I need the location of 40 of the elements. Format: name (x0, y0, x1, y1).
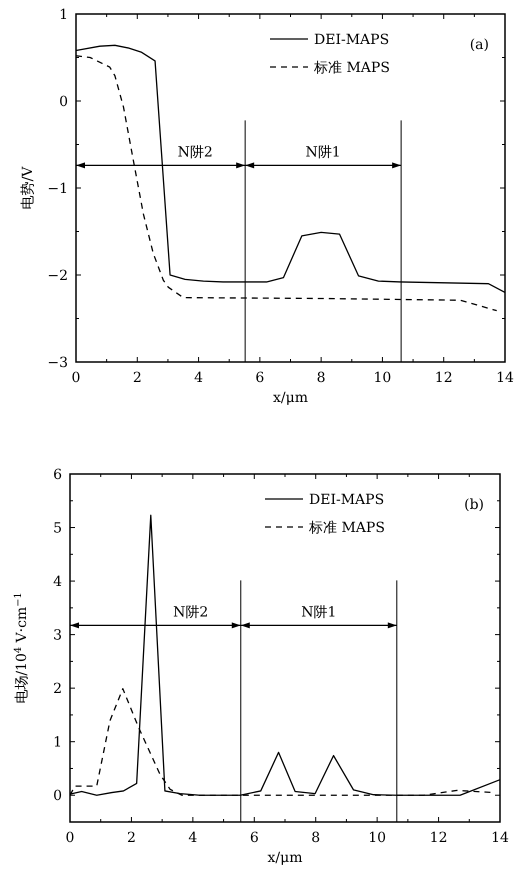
annotation: N阱1 (301, 604, 336, 620)
x-tick-label: 6 (250, 830, 259, 846)
legend-label: DEI-MAPS (314, 32, 390, 48)
y-tick-label: 1 (53, 734, 62, 751)
x-axis-title: x/μm (268, 850, 302, 866)
x-tick-label: 4 (188, 830, 198, 846)
y-tick-label: −3 (47, 355, 68, 371)
annotation: N阱2 (173, 604, 208, 620)
y-tick-label: −2 (47, 268, 68, 284)
legend-label: 标准 MAPS (308, 520, 385, 536)
x-tick-label: 6 (255, 370, 264, 386)
x-tick-label: 0 (72, 370, 80, 386)
x-tick-label: 14 (491, 830, 509, 846)
y-tick-label: 1 (59, 7, 68, 23)
x-tick-label: 10 (368, 830, 386, 846)
y-tick-label: 3 (53, 628, 62, 644)
x-tick-label: 12 (430, 830, 448, 846)
annotation: (a) (470, 37, 489, 53)
y-axis-title: 电势/V (20, 166, 36, 210)
x-tick-label: 2 (132, 370, 142, 386)
y-tick-label: 6 (53, 467, 62, 483)
annotation: N阱2 (178, 144, 213, 160)
x-tick-label: 14 (496, 370, 514, 386)
legend-label: 标准 MAPS (313, 60, 390, 76)
y-tick-label: 0 (59, 94, 68, 110)
x-tick-label: 4 (194, 370, 204, 386)
y-tick-label: 5 (53, 520, 62, 537)
x-axis-title: x/μm (273, 390, 308, 406)
y-tick-label: 0 (53, 788, 62, 804)
x-tick-label: 2 (126, 830, 136, 846)
legend-label: DEI-MAPS (309, 492, 384, 508)
annotation: (b) (464, 497, 484, 513)
y-tick-label: −1 (47, 181, 68, 197)
x-tick-label: 10 (374, 370, 392, 386)
annotation: N阱1 (306, 144, 341, 160)
y-tick-label: 2 (53, 681, 62, 698)
x-tick-label: 8 (316, 370, 326, 386)
y-tick-label: 4 (53, 574, 62, 590)
x-tick-label: 12 (434, 370, 453, 386)
x-tick-label: 8 (311, 830, 320, 846)
